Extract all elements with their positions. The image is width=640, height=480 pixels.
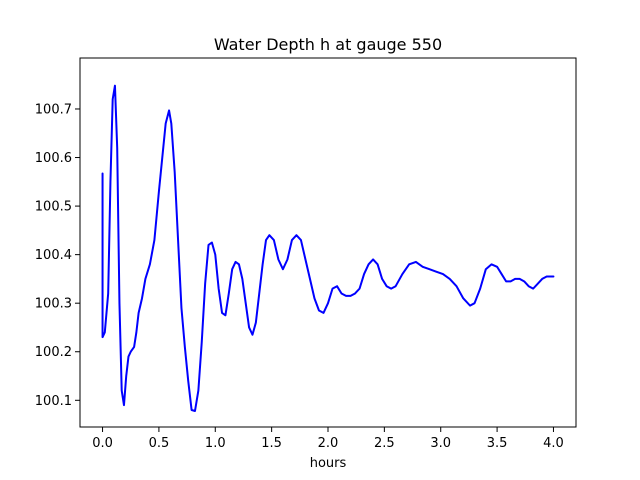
- x-tick-label: 3.0: [430, 436, 451, 451]
- x-tick-label: 2.5: [374, 436, 395, 451]
- y-tick-label: 100.7: [35, 102, 72, 117]
- y-tick-label: 100.5: [35, 200, 72, 215]
- y-axis-ticks: 100.1 100.2 100.3 100.4 100.5 100.6 100.7: [35, 102, 80, 409]
- y-tick-label: 100.6: [35, 151, 72, 166]
- x-axis-label: hours: [310, 456, 347, 471]
- y-tick-label: 100.3: [35, 297, 72, 312]
- x-axis-ticks: 0.0 0.5 1.0 1.5 2.0 2.5 3.0 3.5 4.0: [92, 427, 564, 451]
- y-tick-label: 100.2: [35, 345, 72, 360]
- x-tick-label: 2.0: [318, 436, 339, 451]
- x-tick-label: 3.5: [487, 436, 508, 451]
- x-tick-label: 0.0: [92, 436, 113, 451]
- series-line: [101, 84, 555, 412]
- chart-title: Water Depth h at gauge 550: [214, 35, 442, 54]
- x-tick-label: 4.0: [543, 436, 564, 451]
- y-tick-label: 100.4: [35, 248, 72, 263]
- x-tick-label: 0.5: [149, 436, 170, 451]
- x-tick-label: 1.0: [205, 436, 226, 451]
- y-tick-label: 100.1: [35, 394, 72, 409]
- x-tick-label: 1.5: [261, 436, 282, 451]
